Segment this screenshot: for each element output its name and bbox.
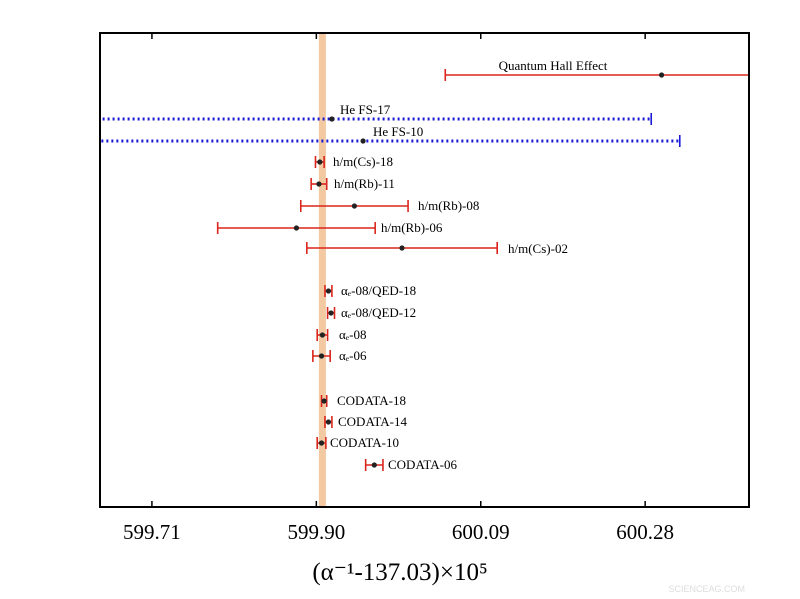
point-label: CODATA-10	[330, 435, 399, 450]
point-label: αₑ-08/QED-12	[341, 305, 416, 320]
point	[325, 288, 332, 294]
point	[293, 225, 300, 231]
point-label: h/m(Rb)-11	[334, 176, 395, 191]
point	[329, 116, 335, 122]
point-label: αₑ-08/QED-18	[341, 283, 416, 298]
x-tick-label: 599.90	[287, 520, 345, 544]
x-axis-label: (α⁻¹-137.03)×10⁵	[312, 559, 487, 586]
point	[321, 398, 327, 404]
point-label: αₑ-06	[339, 348, 367, 363]
reference-band	[318, 33, 326, 507]
point-label: h/m(Cs)-18	[333, 154, 393, 169]
point	[659, 72, 665, 78]
point	[318, 440, 325, 446]
point-label: He FS-17	[340, 102, 391, 117]
plot-area	[100, 33, 749, 507]
point	[317, 159, 323, 165]
x-tick-label: 600.28	[616, 520, 674, 544]
point	[399, 245, 405, 251]
point	[325, 419, 332, 425]
point-label: h/m(Rb)-08	[418, 198, 479, 213]
point-label: αₑ-08	[339, 327, 366, 342]
point	[371, 462, 377, 468]
point	[319, 332, 325, 338]
point-label: CODATA-18	[337, 393, 406, 408]
watermark: SCIENCEAG.COM	[668, 584, 745, 594]
point-label: He FS-10	[373, 124, 423, 139]
point	[318, 353, 325, 359]
point-label: CODATA-06	[388, 457, 458, 472]
point	[360, 138, 366, 144]
point-label: CODATA-14	[338, 414, 408, 429]
point	[316, 181, 322, 187]
x-tick-label: 600.09	[452, 520, 510, 544]
point-label: Quantum Hall Effect	[499, 58, 608, 73]
point	[328, 310, 334, 316]
point-label: h/m(Cs)-02	[508, 241, 568, 256]
point	[351, 203, 358, 209]
point-label: h/m(Rb)-06	[381, 220, 443, 235]
plot-frame	[99, 32, 750, 508]
x-tick-label: 599.71	[123, 520, 181, 544]
